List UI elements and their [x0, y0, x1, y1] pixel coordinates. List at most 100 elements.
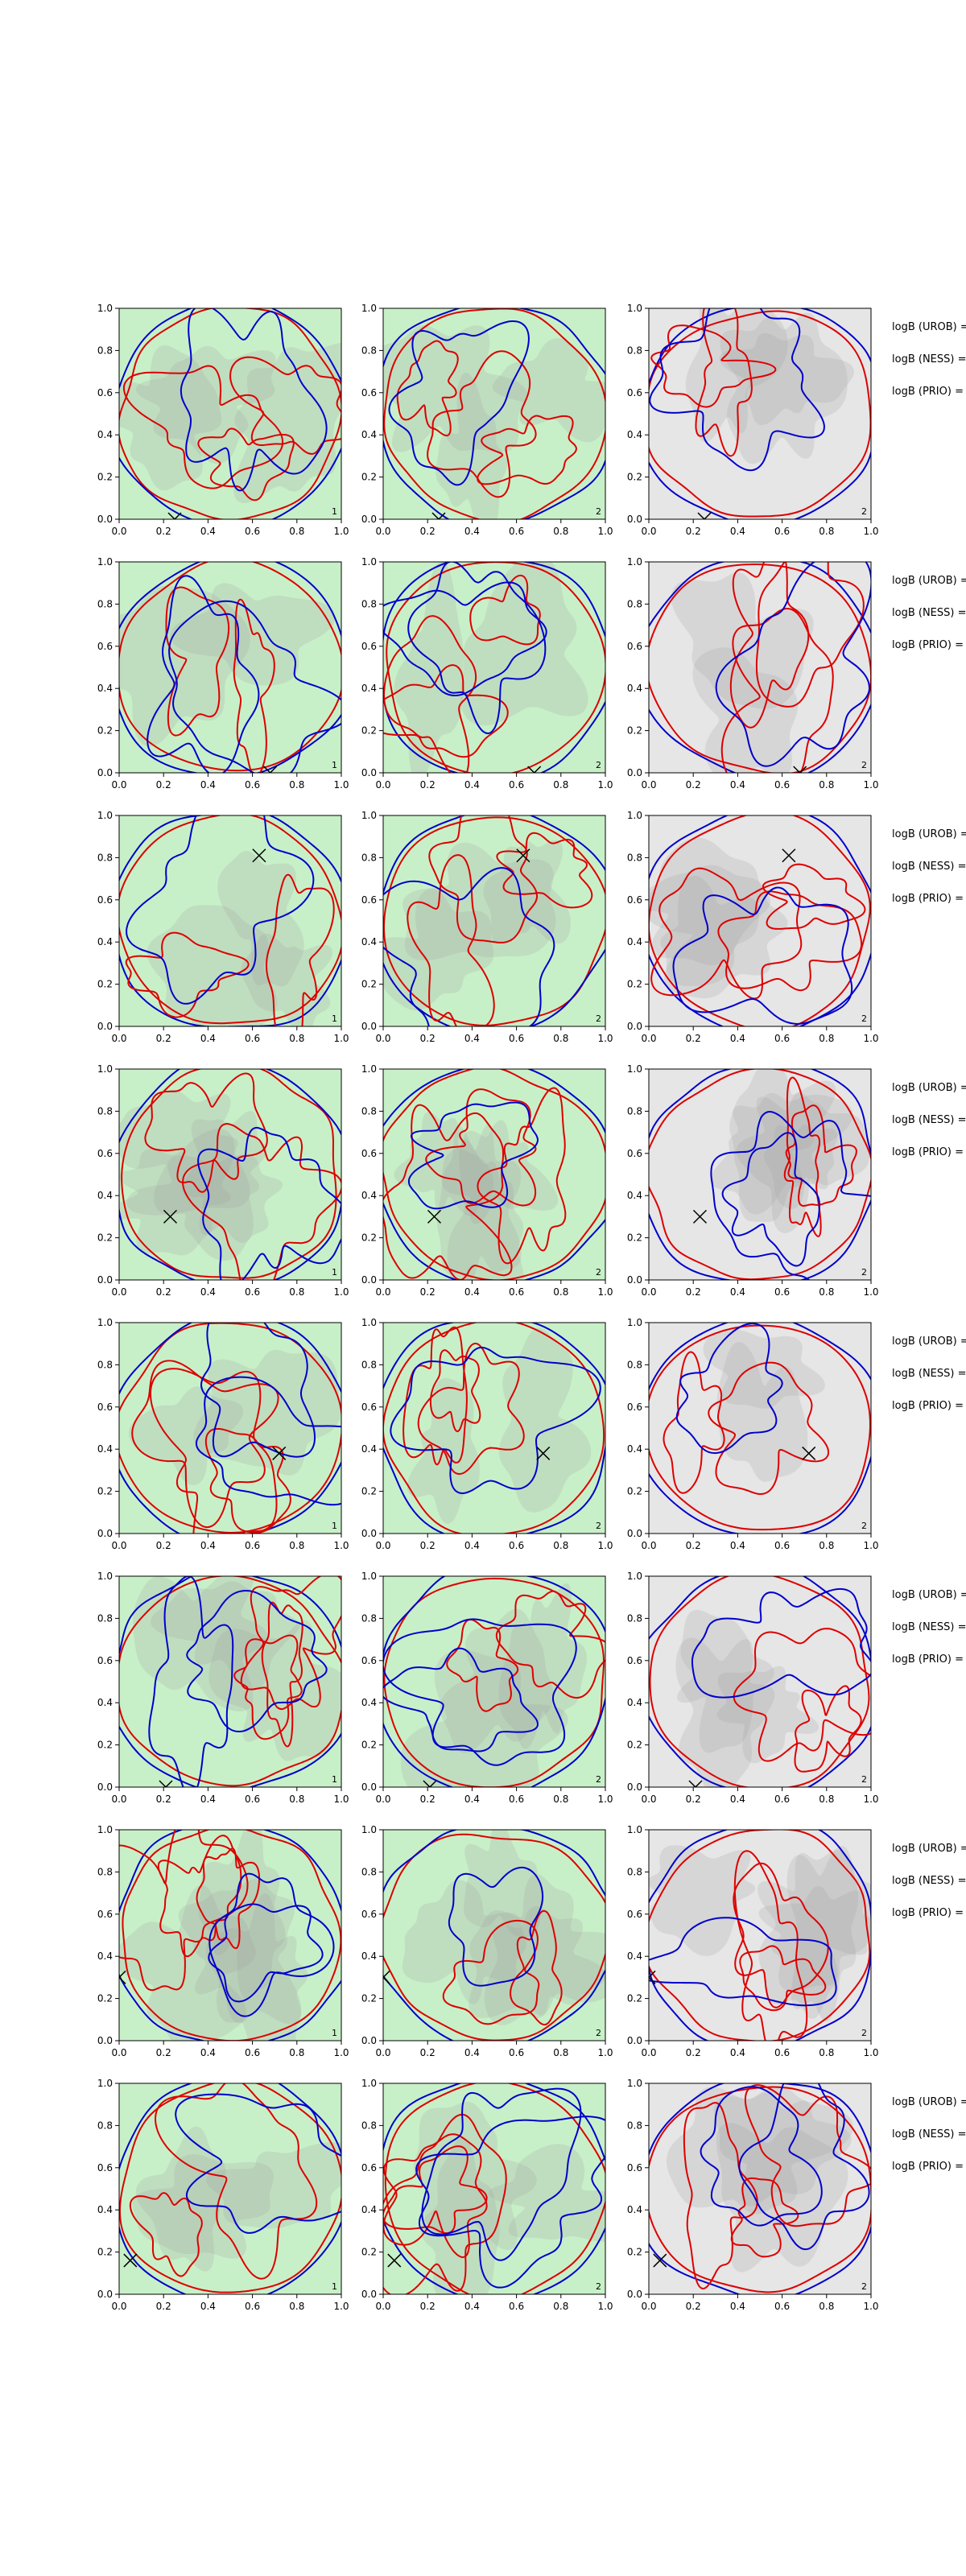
blue-contour [383, 581, 547, 697]
y-tick-label: 0.0 [627, 2289, 642, 2300]
y-tick-label: 0.0 [361, 1274, 377, 1286]
row-annotation: logB (UROB) = [892, 321, 966, 333]
blue-boundary-contour [649, 1069, 871, 1280]
red-contour [477, 1087, 567, 1265]
x-tick-label: 0.0 [641, 1033, 656, 1044]
y-tick-label: 0.4 [97, 1190, 113, 1201]
panel-number: 2 [596, 506, 601, 517]
axes-frame [382, 1829, 606, 2041]
row-annotation: logB (PRIO) = [892, 1653, 964, 1666]
x-tick-label: 1.0 [333, 526, 349, 537]
shaded-region [126, 1154, 283, 1261]
axes-frame [382, 1322, 606, 1534]
x-marker [793, 766, 807, 773]
blue-contour [197, 1126, 341, 1280]
y-tick-label: 0.2 [97, 1740, 113, 1751]
shaded-region [413, 2101, 537, 2251]
red-boundary-contour [383, 1833, 605, 2041]
x-tick-label: 0.6 [245, 1540, 260, 1551]
panel-number: 2 [596, 1267, 601, 1278]
panel-background [649, 1069, 871, 1280]
panel-background [119, 1069, 341, 1280]
blue-boundary-contour [119, 1576, 341, 1787]
red-contour [402, 1326, 468, 1466]
x-tick-label: 0.2 [156, 2047, 171, 2058]
shaded-region [720, 312, 848, 464]
axes-frame [382, 2083, 606, 2295]
red-contour [650, 867, 803, 1000]
y-tick-label: 0.6 [361, 894, 377, 906]
red-contour [383, 2145, 488, 2235]
shaded-region [241, 933, 333, 1026]
y-tick-label: 0.6 [627, 387, 642, 398]
x-marker [119, 1970, 126, 1984]
x-tick-label: 0.6 [509, 526, 524, 537]
x-tick-label: 1.0 [597, 1286, 613, 1298]
panel-r6-c3: 2 0.0 0.2 0.4 0.6 0.8 1.0 0.0 0.2 0.4 0.6 0.8 1.0 [627, 1571, 879, 1805]
blue-contour [383, 1647, 539, 1752]
x-tick-label: 0.6 [774, 526, 790, 537]
red-contour [157, 1835, 242, 1958]
x-tick-label: 0.6 [509, 1286, 524, 1298]
y-tick-label: 0.8 [97, 1105, 113, 1117]
x-tick-label: 0.6 [509, 1794, 524, 1805]
x-marker [167, 512, 182, 519]
x-tick-label: 1.0 [863, 1540, 878, 1551]
shaded-region [394, 562, 464, 773]
red-contour [755, 562, 865, 708]
y-tick-label: 0.0 [97, 1781, 113, 1793]
y-tick-label: 0.0 [627, 2035, 642, 2046]
x-marker [802, 1446, 816, 1460]
panel-r3-c3: 2 0.0 0.2 0.4 0.6 0.8 1.0 0.0 0.2 0.4 0.6 0.8 1.0 [627, 810, 879, 1044]
panel-background [649, 815, 871, 1026]
y-tick-label: 0.0 [627, 514, 642, 525]
y-tick-label: 0.2 [361, 725, 377, 737]
x-tick-label: 0.0 [641, 1540, 656, 1551]
panel-number: 2 [861, 1267, 867, 1278]
red-contour [155, 2083, 318, 2280]
x-marker [527, 766, 542, 773]
panel-number: 1 [332, 1774, 337, 1785]
row-annotation: logB (NESS) = [892, 1875, 966, 1887]
y-tick-label: 0.8 [627, 1866, 642, 1877]
blue-contour [180, 308, 328, 492]
blue-contour [390, 1346, 601, 1495]
y-tick-label: 1.0 [97, 556, 113, 568]
x-tick-label: 0.6 [245, 1794, 260, 1805]
y-tick-label: 0.0 [97, 1021, 113, 1032]
x-tick-label: 0.4 [200, 1540, 216, 1551]
x-tick-label: 0.8 [553, 779, 568, 791]
panel-r7-c3: 2 0.0 0.2 0.4 0.6 0.8 1.0 0.0 0.2 0.4 0.6 0.8 1.0 [627, 1824, 879, 2058]
y-tick-label: 0.2 [97, 472, 113, 483]
x-tick-label: 0.8 [819, 1286, 834, 1298]
y-tick-label: 1.0 [361, 2078, 377, 2089]
y-tick-label: 0.8 [627, 1359, 642, 1370]
panel-r2-c1: 1 0.0 0.2 0.4 0.6 0.8 1.0 0.0 0.2 0.4 0.6 0.8 1.0 [97, 556, 349, 791]
x-tick-label: 0.0 [375, 779, 390, 791]
x-tick-label: 0.0 [111, 2047, 126, 2058]
x-tick-label: 0.8 [819, 779, 834, 791]
y-tick-label: 0.8 [97, 1359, 113, 1370]
red-boundary-contour [649, 310, 871, 518]
panel-number: 2 [861, 1013, 867, 1024]
row-annotation: logB (PRIO) = [892, 1907, 964, 1919]
y-tick-label: 0.6 [361, 1909, 377, 1920]
blue-boundary-contour [383, 308, 605, 519]
axes-frame [118, 1575, 342, 1788]
y-tick-label: 0.0 [627, 1781, 642, 1793]
y-tick-label: 0.2 [361, 1993, 377, 2004]
x-tick-label: 1.0 [863, 1794, 878, 1805]
y-tick-label: 0.4 [97, 429, 113, 440]
y-tick-label: 0.4 [361, 1697, 377, 1708]
x-tick-label: 0.0 [375, 1286, 390, 1298]
y-tick-label: 0.8 [361, 2120, 377, 2131]
red-contour [785, 1104, 857, 1208]
x-tick-label: 0.2 [156, 1794, 171, 1805]
y-tick-label: 0.4 [627, 1697, 642, 1708]
red-boundary-contour [119, 815, 341, 1025]
x-tick-label: 0.2 [420, 1033, 436, 1044]
y-tick-label: 0.8 [97, 2120, 113, 2131]
red-contour [783, 1076, 822, 1237]
blue-boundary-contour [649, 1830, 871, 2041]
y-tick-label: 0.4 [627, 1190, 642, 1201]
